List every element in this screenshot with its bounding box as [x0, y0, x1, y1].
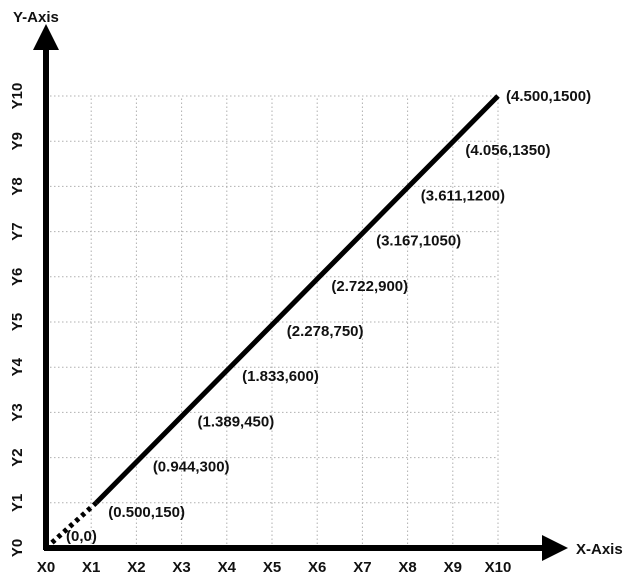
- x-tick-label: X2: [127, 559, 145, 575]
- y-tick-label: Y10: [9, 83, 26, 110]
- x-tick-label: X6: [308, 559, 326, 575]
- data-label: (3.611,1200): [421, 187, 505, 204]
- data-label: (1.389,450): [198, 413, 275, 430]
- data-label: (0.500,150): [108, 504, 185, 521]
- grid-lines: [46, 95, 499, 548]
- x-tick-label: X10: [485, 559, 512, 575]
- y-tick-label: Y5: [9, 313, 26, 331]
- x-tick-label: X8: [398, 559, 416, 575]
- x-tick-label: X3: [172, 559, 190, 575]
- x-tick-label: X5: [263, 559, 281, 575]
- y-tick-label: Y9: [9, 132, 26, 150]
- x-tick-labels: X0 X1 X2 X3 X4 X5 X6 X7 X8 X9 X10: [37, 559, 512, 575]
- data-label: (4.056,1350): [465, 142, 550, 159]
- y-tick-label: Y3: [9, 403, 26, 421]
- axes: [33, 24, 568, 561]
- data-label: (0,0): [66, 528, 97, 545]
- series-line-solid: [94, 94, 500, 505]
- y-tick-label: Y8: [9, 177, 26, 195]
- series-segment-dotted: [44, 500, 98, 550]
- x-tick-label: X1: [82, 559, 100, 575]
- data-label: (2.278,750): [287, 323, 364, 340]
- x-tick-label: X9: [444, 559, 462, 575]
- data-label: (4.500,1500): [506, 88, 591, 105]
- x-axis-title: X-Axis: [576, 541, 623, 558]
- y-tick-label: Y2: [9, 448, 26, 466]
- y-axis-arrow-icon: [33, 24, 59, 50]
- data-label: (0.944,300): [153, 459, 230, 476]
- y-tick-label: Y1: [9, 494, 26, 512]
- data-label: (1.833,600): [242, 368, 319, 385]
- y-axis-title: Y-Axis: [13, 9, 59, 26]
- series-line: [44, 94, 500, 550]
- x-axis-arrow-icon: [542, 535, 568, 561]
- y-tick-labels: Y0 Y1 Y2 Y3 Y4 Y5 Y6 Y7 Y8 Y9 Y10: [9, 83, 26, 558]
- x-tick-label: X7: [353, 559, 371, 575]
- x-tick-label: X0: [37, 559, 55, 575]
- y-tick-label: Y0: [9, 539, 26, 557]
- y-tick-label: Y7: [9, 222, 26, 240]
- data-labels: (0,0) (0.500,150) (0.944,300) (1.389,450) (1…: [66, 88, 591, 545]
- x-tick-label: X4: [218, 559, 237, 575]
- y-tick-label: Y4: [9, 357, 26, 376]
- data-label: (2.722,900): [331, 278, 408, 295]
- y-tick-label: Y6: [9, 268, 26, 286]
- data-label: (3.167,1050): [376, 233, 461, 250]
